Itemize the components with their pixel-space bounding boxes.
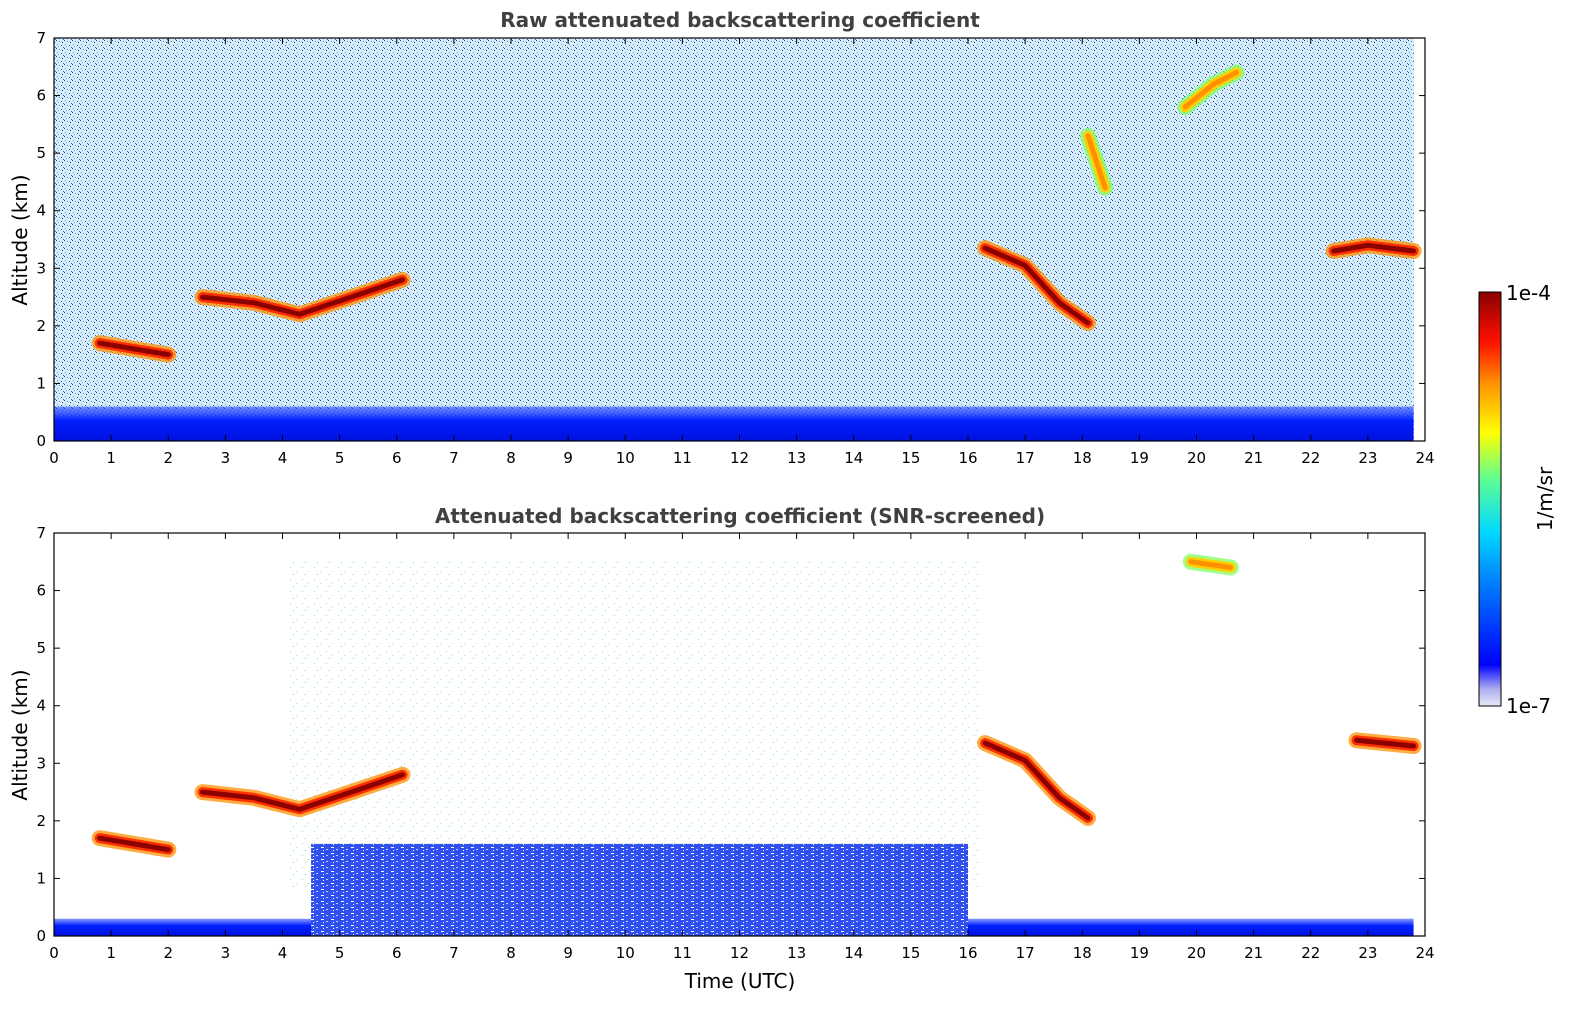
bottom-cloud-layer-core (97, 835, 171, 853)
bottom-x-tick-label: 19 (1130, 944, 1149, 962)
top-x-tick-label: 11 (673, 449, 692, 467)
bottom-x-tick-label: 0 (49, 944, 59, 962)
bottom-sparse-signal (290, 560, 980, 890)
bottom-cloud-layer-core (982, 740, 1091, 821)
top-x-tick-label: 4 (278, 449, 288, 467)
top-y-axis-label: Altitude (km) (8, 174, 32, 305)
colorbar-unit-label: 1/m/sr (1533, 466, 1557, 531)
top-x-tick-label: 23 (1358, 449, 1377, 467)
top-cloud-layer-core (1182, 70, 1239, 110)
top-boundary-layer (54, 406, 1414, 441)
top-y-tick-label: 4 (36, 202, 46, 220)
top-x-tick-label: 18 (1073, 449, 1092, 467)
top-x-tick-label: 10 (616, 449, 635, 467)
top-x-tick-label: 6 (392, 449, 402, 467)
top-cloud-layer-core (1331, 242, 1417, 254)
top-x-tick-label: 16 (958, 449, 977, 467)
bottom-y-tick-label: 1 (36, 869, 46, 887)
bottom-x-tick-label: 20 (1187, 944, 1206, 962)
bottom-x-tick-label: 18 (1073, 944, 1092, 962)
top-y-tick-label: 3 (36, 259, 46, 277)
x-axis-label: Time (UTC) (684, 969, 796, 993)
top-axis-ticks: 0 1 2 3 4 5 6 7 8 9 10 11 12 13 14 15 16 17 18 19 20 21 22 23 24… (36, 29, 1434, 467)
top-x-tick-label: 21 (1244, 449, 1263, 467)
top-x-tick-label: 1 (106, 449, 116, 467)
top-cloud-layer-core (982, 245, 1091, 326)
bottom-x-tick-label: 2 (163, 944, 173, 962)
bottom-x-tick-label: 13 (787, 944, 806, 962)
bottom-cloud-layer-core (200, 772, 405, 812)
top-x-tick-label: 17 (1016, 449, 1035, 467)
bottom-x-tick-label: 8 (506, 944, 516, 962)
bottom-x-tick-label: 22 (1301, 944, 1320, 962)
bottom-x-tick-label: 9 (563, 944, 573, 962)
bottom-y-axis-label: Altitude (km) (8, 669, 32, 800)
top-y-tick-label: 6 (36, 87, 46, 105)
top-x-tick-label: 19 (1130, 449, 1149, 467)
top-y-tick-label: 7 (36, 29, 46, 47)
top-panel-plot-area (54, 38, 1422, 441)
top-x-tick-label: 22 (1301, 449, 1320, 467)
bottom-x-tick-label: 17 (1016, 944, 1035, 962)
top-x-tick-label: 20 (1187, 449, 1206, 467)
bottom-x-tick-label: 21 (1244, 944, 1263, 962)
bottom-axis-ticks: 0 1 2 3 4 5 6 7 8 9 10 11 12 13 14 15 16 17 18 19 20 21 22 23 24… (36, 524, 1434, 962)
bottom-x-tick-label: 3 (221, 944, 231, 962)
top-x-tick-label: 15 (901, 449, 920, 467)
bottom-x-tick-label: 24 (1415, 944, 1434, 962)
top-y-tick-label: 0 (36, 432, 46, 450)
colorbar-min-label: 1e-7 (1506, 694, 1551, 718)
bottom-x-tick-label: 6 (392, 944, 402, 962)
bottom-x-tick-label: 16 (958, 944, 977, 962)
top-panel-title: Raw attenuated backscattering coefficien… (500, 8, 980, 32)
top-y-tick-label: 5 (36, 144, 46, 162)
top-x-tick-label: 5 (335, 449, 345, 467)
top-x-tick-label: 12 (730, 449, 749, 467)
top-x-tick-label: 13 (787, 449, 806, 467)
bottom-x-tick-label: 1 (106, 944, 116, 962)
bottom-y-tick-label: 6 (36, 582, 46, 600)
colorbar-max-label: 1e-4 (1506, 281, 1551, 305)
bottom-boundary-layer (311, 843, 968, 936)
bottom-y-tick-label: 4 (36, 697, 46, 715)
top-x-tick-label: 14 (844, 449, 863, 467)
bottom-y-tick-label: 0 (36, 927, 46, 945)
bottom-x-tick-label: 11 (673, 944, 692, 962)
top-x-tick-label: 3 (221, 449, 231, 467)
top-x-tick-label: 2 (163, 449, 173, 467)
top-x-tick-label: 24 (1415, 449, 1434, 467)
bottom-x-tick-label: 14 (844, 944, 863, 962)
bottom-x-tick-label: 23 (1358, 944, 1377, 962)
top-cloud-layer-core (200, 277, 405, 317)
bottom-x-tick-label: 4 (278, 944, 288, 962)
top-background-noise (54, 38, 1414, 441)
bottom-y-tick-label: 3 (36, 754, 46, 772)
bottom-panel-title: Attenuated backscattering coefficient (S… (435, 504, 1045, 528)
bottom-panel-plot-area (54, 533, 1425, 936)
bottom-x-tick-label: 12 (730, 944, 749, 962)
top-x-tick-label: 8 (506, 449, 516, 467)
top-x-tick-label: 9 (563, 449, 573, 467)
bottom-cloud-layer-core (1354, 737, 1417, 749)
top-x-tick-label: 0 (49, 449, 59, 467)
top-x-tick-label: 7 (449, 449, 459, 467)
top-y-tick-label: 1 (36, 374, 46, 392)
bottom-features (54, 553, 1422, 936)
bottom-x-tick-label: 5 (335, 944, 345, 962)
bottom-x-tick-label: 10 (616, 944, 635, 962)
bottom-x-tick-label: 7 (449, 944, 459, 962)
bottom-cloud-layer-core (1188, 559, 1234, 570)
bottom-y-tick-label: 5 (36, 639, 46, 657)
top-y-tick-label: 2 (36, 317, 46, 335)
top-features (54, 64, 1422, 441)
top-cloud-layer-core (97, 340, 171, 358)
colorbar (1478, 291, 1502, 707)
bottom-x-tick-label: 15 (901, 944, 920, 962)
top-cloud-layer-core (1085, 133, 1108, 191)
bottom-y-tick-label: 2 (36, 812, 46, 830)
bottom-y-tick-label: 7 (36, 524, 46, 542)
